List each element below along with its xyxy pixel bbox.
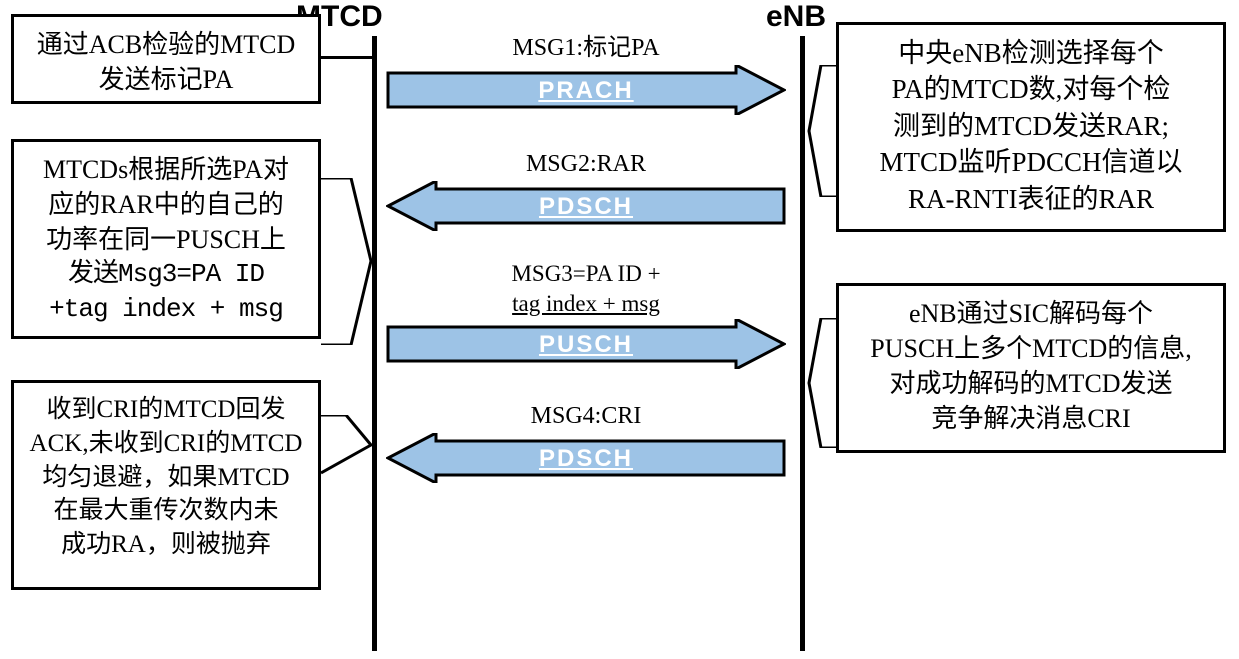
left-box-1: 通过ACB检验的MTCD发送标记PA [11, 14, 321, 104]
arrow-msg4: MSG4:CRI PDSCH [386, 402, 786, 483]
right-box-1: 中央eNB检测选择每个 PA的MTCD数,对每个检 测到的MTCD发送RAR; … [836, 22, 1226, 232]
connector-r2 [805, 318, 839, 448]
msg1-label: MSG1:标记PA [386, 34, 786, 63]
lb3-l4: 在最大重传次数内未 [28, 494, 304, 528]
lb2-l1: MTCDs根据所选PA对 [28, 152, 304, 187]
msg2-ch: PDSCH [386, 193, 786, 221]
lb3-l2: ACK,未收到CRI的MTCD [28, 427, 304, 461]
connector-l1 [321, 56, 372, 59]
connector-l2 [321, 178, 375, 345]
lb3-l1: 收到CRI的MTCD回发 [28, 393, 304, 427]
lb2-l2: 应的RAR中的自己的 [28, 187, 304, 222]
msg4-label: MSG4:CRI [386, 402, 786, 431]
left-box-2: MTCDs根据所选PA对 应的RAR中的自己的 功率在同一PUSCH上 发送Ms… [11, 139, 321, 339]
enb-label: eNB [766, 0, 826, 34]
arrow-msg1: MSG1:标记PA PRACH [386, 34, 786, 115]
rb2-l3: 对成功解码的MTCD发送 [853, 366, 1209, 401]
right-box-2: eNB通过SIC解码每个 PUSCH上多个MTCD的信息, 对成功解码的MTCD… [836, 283, 1226, 453]
rb1-l1: 中央eNB检测选择每个 [853, 35, 1209, 71]
rb2-l2: PUSCH上多个MTCD的信息, [853, 331, 1209, 366]
arrow-msg2: MSG2:RAR PDSCH [386, 150, 786, 231]
lb2-l4: 发送Msg3=PA ID [28, 257, 304, 292]
lb2-l3: 功率在同一PUSCH上 [28, 222, 304, 257]
lb3-l5: 成功RA，则被抛弃 [28, 528, 304, 562]
connector-r1 [805, 65, 839, 197]
msg3-label2: tag index + msg [386, 290, 786, 318]
msg2-label: MSG2:RAR [386, 150, 786, 179]
arrow-msg3: MSG3=PA ID + tag index + msg PUSCH [386, 260, 786, 369]
lb3-l3: 均匀退避，如果MTCD [28, 461, 304, 495]
left-box1-text: 通过ACB检验的MTCD发送标记PA [37, 30, 296, 94]
rb1-l3: 测到的MTCD发送RAR; [853, 108, 1209, 144]
msg3-ch: PUSCH [386, 331, 786, 359]
rb1-l4: MTCD监听PDCCH信道以 [853, 144, 1209, 180]
msg4-ch: PDSCH [386, 445, 786, 473]
msg3-label1: MSG3=PA ID + [386, 260, 786, 288]
left-box-3: 收到CRI的MTCD回发 ACK,未收到CRI的MTCD 均匀退避，如果MTCD… [11, 380, 321, 590]
lb2-l5: +tag index + msg [28, 292, 304, 327]
rb2-l4: 竞争解决消息CRI [853, 401, 1209, 436]
rb1-l5: RA-RNTI表征的RAR [853, 181, 1209, 217]
connector-l3 [321, 415, 375, 475]
rb2-l1: eNB通过SIC解码每个 [853, 296, 1209, 331]
rb1-l2: PA的MTCD数,对每个检 [853, 71, 1209, 107]
msg1-ch: PRACH [386, 77, 786, 105]
